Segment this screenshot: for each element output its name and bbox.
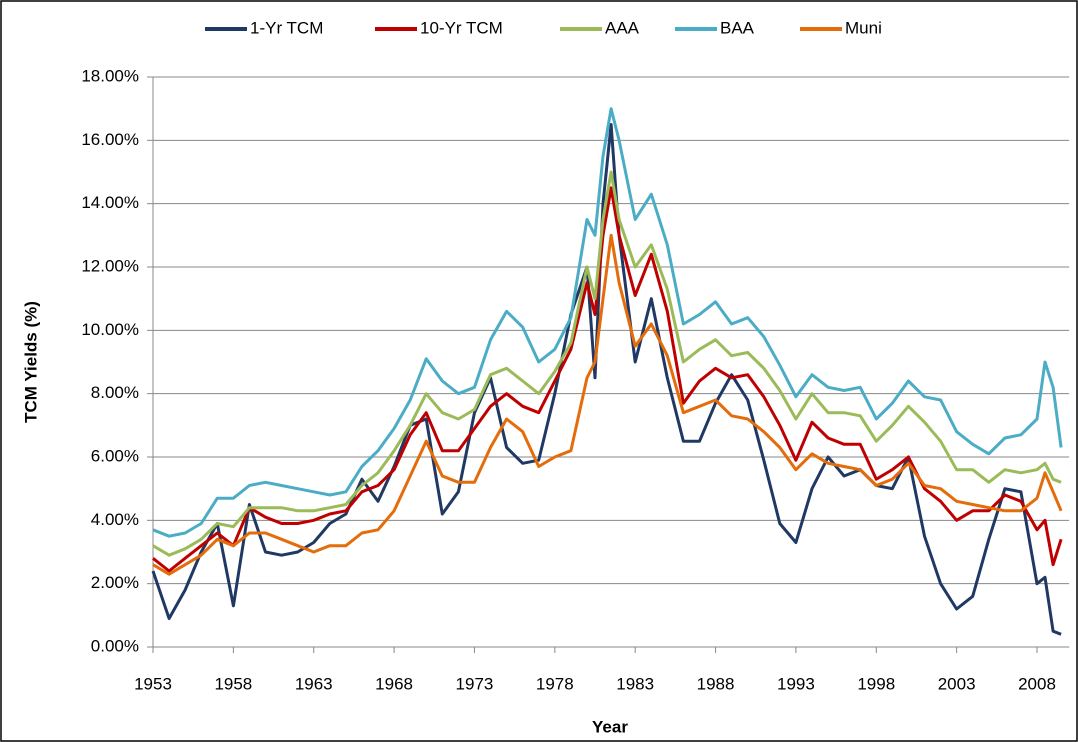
y-tick-label: 6.00% xyxy=(91,446,139,465)
x-tick-label: 1973 xyxy=(456,674,494,693)
x-tick-label: 1988 xyxy=(697,674,735,693)
y-tick-label: 16.00% xyxy=(81,130,139,149)
x-tick-label: 1958 xyxy=(214,674,252,693)
legend-label: 10-Yr TCM xyxy=(420,18,503,37)
series-line xyxy=(152,186,1063,573)
legend-label: Muni xyxy=(845,18,882,37)
series-line xyxy=(151,123,1062,636)
series-line xyxy=(152,233,1063,576)
legend-label: 1-Yr TCM xyxy=(250,18,323,37)
legend-label: AAA xyxy=(605,18,640,37)
x-tick-label: 1978 xyxy=(536,674,574,693)
y-tick-label: 0.00% xyxy=(91,636,139,655)
legend-label: BAA xyxy=(720,18,755,37)
x-axis-label: Year xyxy=(592,717,628,736)
x-tick-label: 1963 xyxy=(295,674,333,693)
x-tick-label: 1998 xyxy=(857,674,895,693)
series-line xyxy=(152,170,1062,557)
y-tick-label: 12.00% xyxy=(81,256,139,275)
series-line xyxy=(152,107,1063,538)
y-tick-label: 18.00% xyxy=(81,66,139,85)
y-tick-label: 4.00% xyxy=(91,510,139,529)
x-tick-label: 1953 xyxy=(134,674,172,693)
x-tick-label: 1968 xyxy=(375,674,413,693)
x-tick-label: 1993 xyxy=(777,674,815,693)
x-tick-label: 2008 xyxy=(1018,674,1056,693)
y-tick-label: 8.00% xyxy=(91,383,139,402)
x-tick-label: 2003 xyxy=(938,674,976,693)
y-tick-label: 10.00% xyxy=(81,320,139,339)
y-tick-label: 14.00% xyxy=(81,193,139,212)
y-axis-label: TCM Yields (%) xyxy=(21,301,40,423)
y-tick-label: 2.00% xyxy=(91,573,139,592)
x-tick-label: 1983 xyxy=(616,674,654,693)
